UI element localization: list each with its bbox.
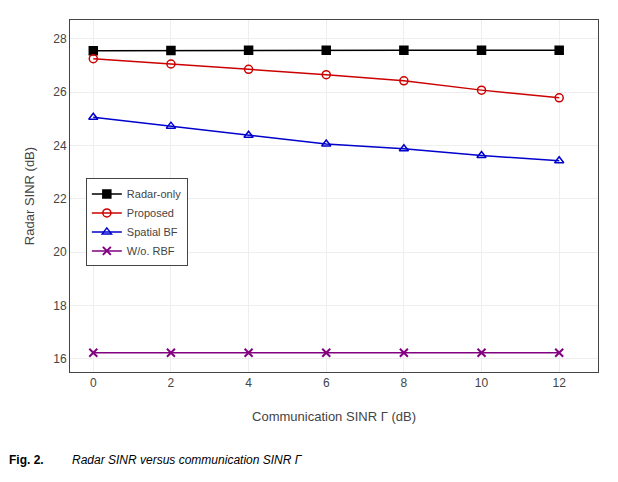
svg-text:12: 12 [553, 376, 567, 390]
svg-text:Proposed: Proposed [127, 207, 174, 219]
svg-text:26: 26 [53, 85, 67, 99]
svg-text:24: 24 [53, 139, 67, 153]
svg-text:8: 8 [401, 376, 408, 390]
svg-text:Communication SINR Γ (dB): Communication SINR Γ (dB) [252, 409, 416, 424]
svg-text:Radar-only: Radar-only [127, 188, 181, 200]
svg-text:Radar SINR (dB): Radar SINR (dB) [22, 147, 37, 245]
svg-text:16: 16 [53, 352, 67, 366]
svg-text:W/o. RBF: W/o. RBF [127, 245, 175, 257]
svg-text:2: 2 [168, 376, 175, 390]
svg-text:20: 20 [53, 245, 67, 259]
svg-text:10: 10 [475, 376, 489, 390]
svg-text:28: 28 [53, 32, 67, 46]
svg-text:Radar SINR versus communicatio: Radar SINR versus communication SINR Γ [72, 453, 303, 467]
svg-text:Fig. 2.: Fig. 2. [9, 453, 44, 467]
svg-text:18: 18 [53, 299, 67, 313]
svg-text:4: 4 [245, 376, 252, 390]
svg-text:Spatial BF: Spatial BF [127, 226, 178, 238]
svg-text:22: 22 [53, 192, 67, 206]
svg-text:0: 0 [90, 376, 97, 390]
svg-text:6: 6 [323, 376, 330, 390]
